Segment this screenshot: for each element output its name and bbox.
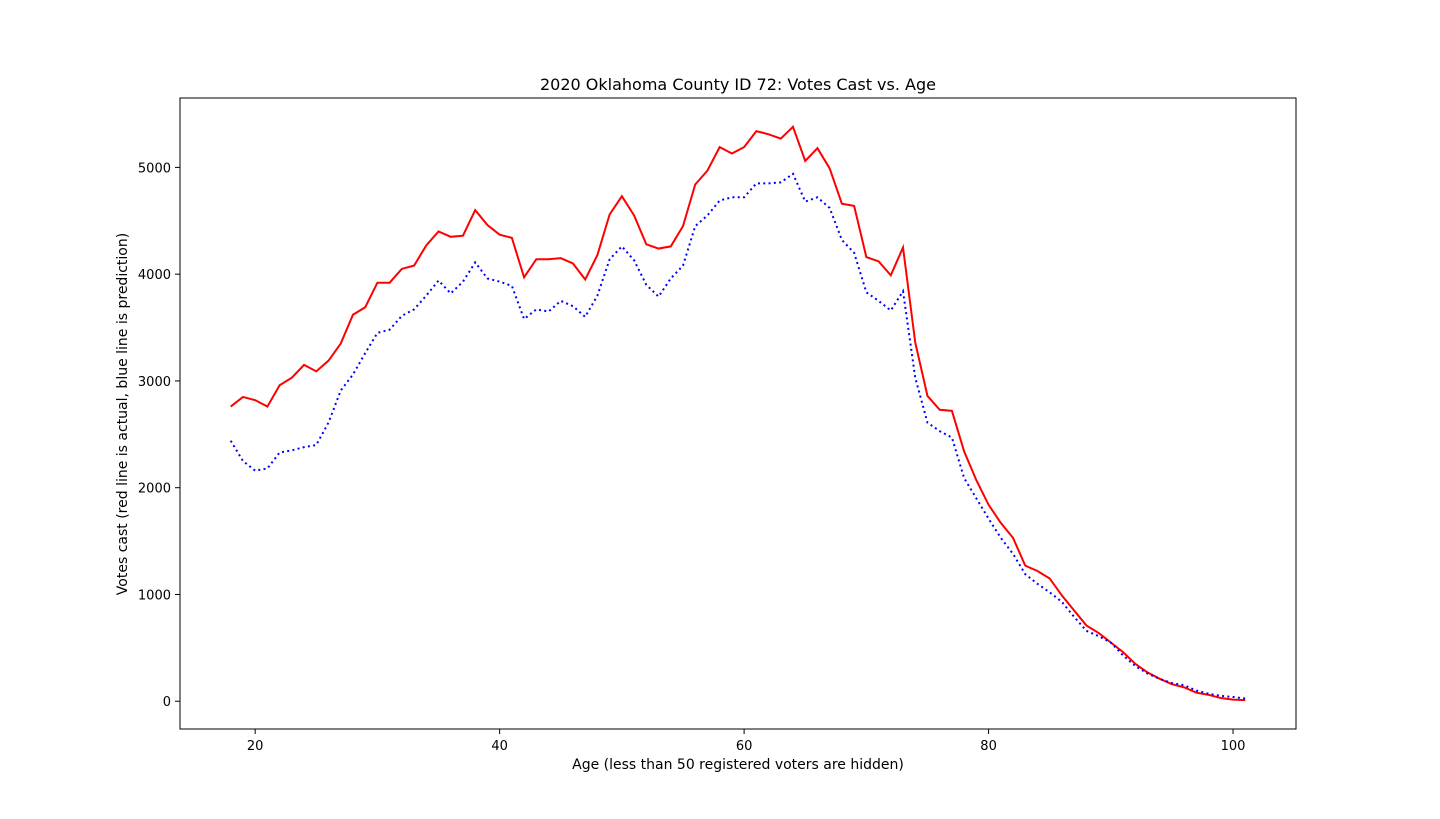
x-tick-label: 100	[1221, 739, 1246, 754]
y-tick-label: 5000	[138, 161, 171, 176]
y-axis: 0 1000 2000 3000 4000 5000	[138, 161, 180, 710]
x-tick-label: 20	[247, 739, 264, 754]
chart-title: 2020 Oklahoma County ID 72: Votes Cast v…	[540, 75, 936, 94]
x-tick-label: 40	[491, 739, 508, 754]
y-tick-label: 3000	[138, 375, 171, 390]
x-axis-label: Age (less than 50 registered voters are …	[572, 757, 904, 773]
y-tick-label: 1000	[138, 588, 171, 603]
x-tick-label: 60	[736, 739, 753, 754]
plot-area	[229, 125, 1246, 702]
y-tick-label: 4000	[138, 268, 171, 283]
x-axis: 20 40 60 80 100	[247, 729, 1246, 754]
series-line-actual	[230, 125, 1246, 702]
plot-frame	[179, 97, 1297, 730]
y-tick-label: 0	[163, 695, 171, 710]
y-tick-label: 2000	[138, 482, 171, 497]
x-tick-label: 80	[980, 739, 997, 754]
y-axis-label: Votes cast (red line is actual, blue lin…	[115, 233, 131, 595]
series-line-prediction	[229, 172, 1246, 700]
